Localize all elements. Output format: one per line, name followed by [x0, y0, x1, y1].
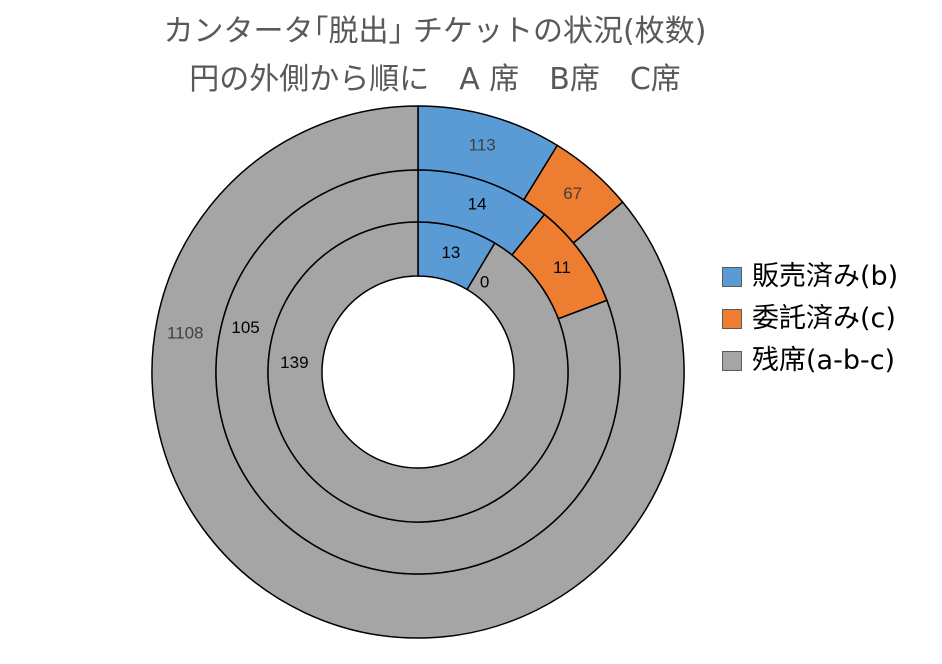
legend-label-remaining: 残席(a-b-c): [752, 345, 896, 376]
legend-swatch-remaining: [722, 351, 742, 371]
label-inner-sold: 13: [441, 243, 460, 262]
legend-item-consigned[interactable]: 委託済み(c): [722, 298, 937, 340]
slice-inner-remaining[interactable]: [267, 221, 569, 523]
label-middle-remaining: 105: [231, 318, 259, 337]
label-outer-sold: 113: [469, 135, 496, 154]
label-middle-sold: 14: [468, 195, 487, 214]
legend-swatch-consigned: [722, 309, 742, 329]
legend-label-sold: 販売済み(b): [752, 261, 899, 292]
chart-subtitle: 円の外側から順に A 席 B席 C席: [189, 62, 681, 97]
legend: 販売済み(b) 委託済み(c) 残席(a-b-c): [722, 256, 937, 382]
legend-label-consigned: 委託済み(c): [752, 303, 896, 334]
label-inner-remaining: 139: [280, 353, 308, 372]
legend-item-remaining[interactable]: 残席(a-b-c): [722, 340, 937, 382]
legend-item-sold[interactable]: 販売済み(b): [722, 256, 937, 298]
data-labels: 113 67 1108 14 11 105 13 0 139: [167, 135, 582, 372]
label-inner-consigned: 0: [480, 272, 489, 291]
label-outer-remaining: 1108: [167, 324, 204, 343]
chart-title: カンタータ｢脱出｣ チケットの状況(枚数): [163, 14, 707, 49]
label-middle-consigned: 11: [553, 258, 571, 277]
ring-inner: [267, 221, 569, 523]
label-outer-consigned: 67: [563, 184, 582, 203]
legend-swatch-sold: [722, 267, 742, 287]
